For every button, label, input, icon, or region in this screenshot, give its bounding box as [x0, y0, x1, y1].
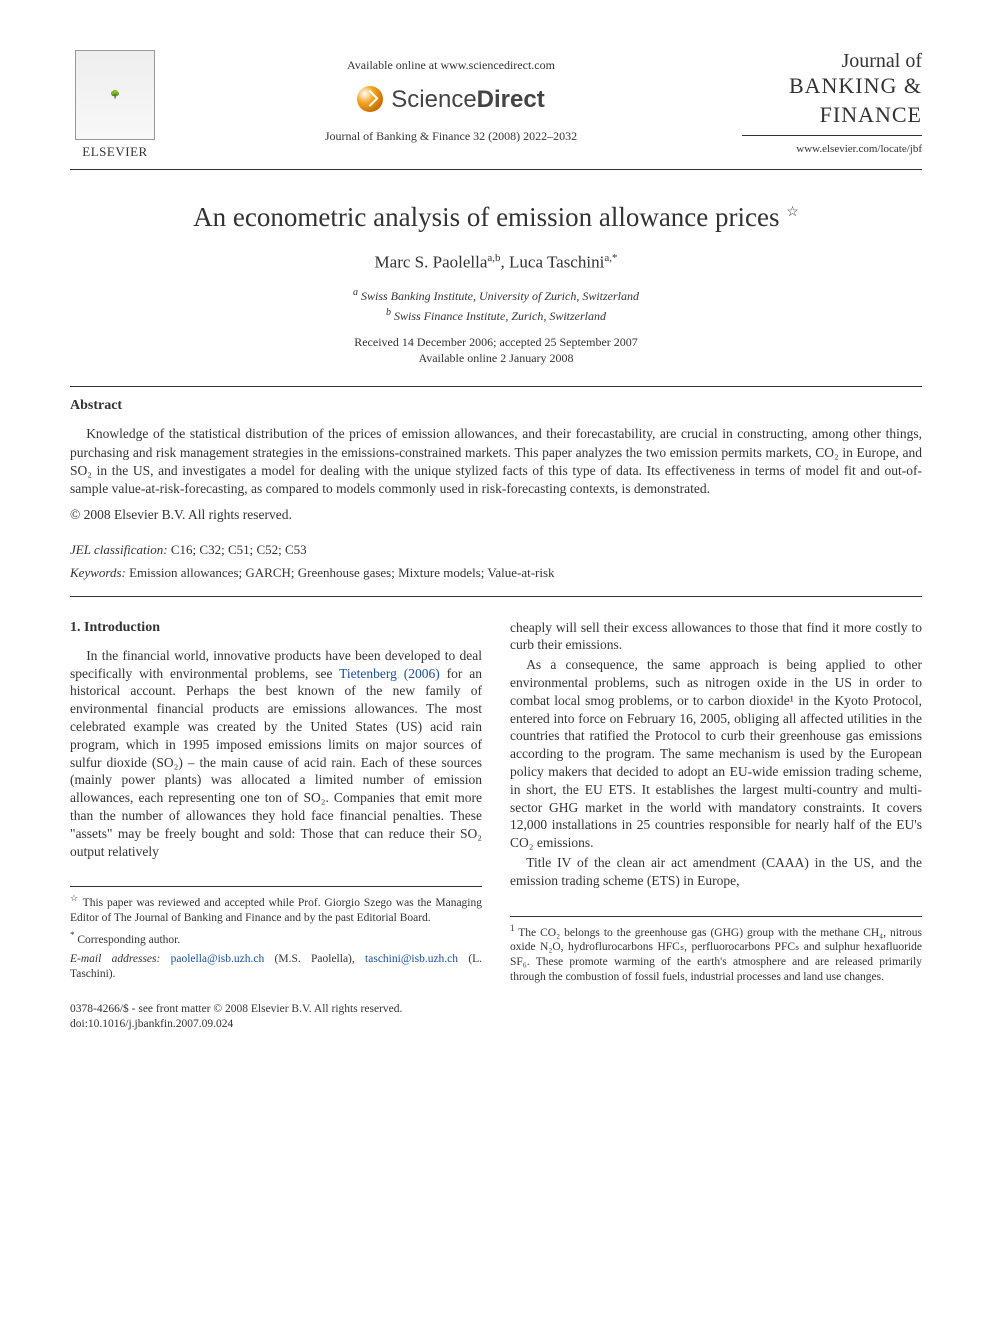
- abstract-block: Abstract Knowledge of the statistical di…: [70, 397, 922, 524]
- title-footnote-star: ☆: [786, 205, 799, 220]
- sciencedirect-icon: [357, 86, 383, 112]
- affiliation-a-text: Swiss Banking Institute, University of Z…: [361, 289, 639, 303]
- corr-label: Corresponding author.: [77, 934, 180, 946]
- title-text: An econometric analysis of emission allo…: [193, 202, 779, 232]
- author-1: Marc S. Paolella: [375, 253, 488, 272]
- jel-classification: JEL classification: C16; C32; C51; C52; …: [70, 542, 922, 559]
- left-column: 1. Introduction In the financial world, …: [70, 619, 482, 1032]
- available-online: Available online 2 January 2008: [70, 351, 922, 367]
- author-line: Marc S. Paolellaa,b, Luca Taschinia,*: [70, 251, 922, 274]
- affiliation-b-text: Swiss Finance Institute, Zurich, Switzer…: [394, 309, 606, 323]
- journal-url: www.elsevier.com/locate/jbf: [742, 142, 922, 156]
- received-accepted: Received 14 December 2006; accepted 25 S…: [70, 335, 922, 351]
- sciencedirect-text: ScienceDirect: [391, 84, 544, 115]
- journal-title-box: Journal of BANKING & FINANCE www.elsevie…: [742, 50, 922, 156]
- corresponding-author: * Corresponding author.: [70, 930, 482, 948]
- page-header: 🌳 ELSEVIER Available online at www.scien…: [70, 50, 922, 161]
- email-link-1[interactable]: paolella@isb.uzh.ch: [171, 953, 265, 965]
- intro-para-3: Title IV of the clean air act amendment …: [510, 854, 922, 890]
- article-title: An econometric analysis of emission allo…: [70, 200, 922, 235]
- footnote-1-text: The CO₂ belongs to the greenhouse gas (G…: [510, 927, 922, 984]
- intro-para-1: In the financial world, innovative produ…: [70, 647, 482, 861]
- corr-marker: *: [70, 930, 75, 940]
- pre-abstract-rule: [70, 386, 922, 387]
- email-addresses: E-mail addresses: paolella@isb.uzh.ch (M…: [70, 952, 482, 982]
- header-rule: [70, 169, 922, 170]
- journal-name-main: BANKING & FINANCE: [742, 72, 922, 129]
- affiliation-b: b Swiss Finance Institute, Zurich, Switz…: [70, 306, 922, 325]
- jel-codes: C16; C32; C51; C52; C53: [171, 542, 307, 557]
- author-1-aff: a,b: [487, 252, 500, 264]
- abstract-text: Knowledge of the statistical distributio…: [70, 425, 922, 498]
- doi-line: doi:10.1016/j.jbankfin.2007.09.024: [70, 1017, 482, 1032]
- right-footnotes: 1 The CO₂ belongs to the greenhouse gas …: [510, 916, 922, 986]
- abstract-heading: Abstract: [70, 397, 922, 415]
- jel-label: JEL classification:: [70, 542, 168, 557]
- affiliation-a: a Swiss Banking Institute, University of…: [70, 286, 922, 305]
- abstract-copyright: © 2008 Elsevier B.V. All rights reserved…: [70, 506, 922, 524]
- elsevier-logo-block: 🌳 ELSEVIER: [70, 50, 160, 161]
- author-2-aff: a,*: [604, 252, 617, 264]
- keywords-line: Keywords: Emission allowances; GARCH; Gr…: [70, 565, 922, 582]
- footnote-star-text: This paper was reviewed and accepted whi…: [70, 897, 482, 924]
- section-1-heading: 1. Introduction: [70, 619, 482, 637]
- email-link-2[interactable]: taschini@isb.uzh.ch: [365, 953, 458, 965]
- author-2: Luca Taschini: [509, 253, 604, 272]
- intro-p1b: for an historical account. Perhaps the b…: [70, 666, 482, 859]
- two-column-body: 1. Introduction In the financial world, …: [70, 619, 922, 1032]
- sciencedirect-brand: ScienceDirect: [160, 84, 742, 115]
- footnote-star: ☆ This paper was reviewed and accepted w…: [70, 893, 482, 926]
- intro-para-2: As a consequence, the same approach is b…: [510, 656, 922, 852]
- journal-name-top: Journal of: [742, 50, 922, 72]
- keywords-label: Keywords:: [70, 565, 126, 580]
- bottom-meta: 0378-4266/$ - see front matter © 2008 El…: [70, 1002, 482, 1032]
- post-abstract-rule: [70, 596, 922, 597]
- center-header: Available online at www.sciencedirect.co…: [160, 50, 742, 144]
- article-dates: Received 14 December 2006; accepted 25 S…: [70, 335, 922, 366]
- available-online-line: Available online at www.sciencedirect.co…: [160, 58, 742, 74]
- elsevier-label: ELSEVIER: [70, 144, 160, 161]
- journal-box-rule: [742, 135, 922, 136]
- footnote-star-marker: ☆: [70, 893, 79, 903]
- intro-para-1-cont: cheaply will sell their excess allowance…: [510, 619, 922, 655]
- footnote-1: 1 The CO₂ belongs to the greenhouse gas …: [510, 923, 922, 986]
- email-label: E-mail addresses:: [70, 953, 160, 965]
- elsevier-tree-icon: 🌳: [75, 50, 155, 140]
- citation-tietenberg-2006[interactable]: Tietenberg (2006): [339, 666, 440, 681]
- footnote-1-marker: 1: [510, 923, 515, 933]
- journal-reference: Journal of Banking & Finance 32 (2008) 2…: [160, 129, 742, 145]
- email-who-1: (M.S. Paolella),: [275, 953, 355, 965]
- keywords-text: Emission allowances; GARCH; Greenhouse g…: [129, 565, 554, 580]
- right-column: cheaply will sell their excess allowance…: [510, 619, 922, 1032]
- issn-line: 0378-4266/$ - see front matter © 2008 El…: [70, 1002, 482, 1017]
- left-footnotes: ☆ This paper was reviewed and accepted w…: [70, 886, 482, 981]
